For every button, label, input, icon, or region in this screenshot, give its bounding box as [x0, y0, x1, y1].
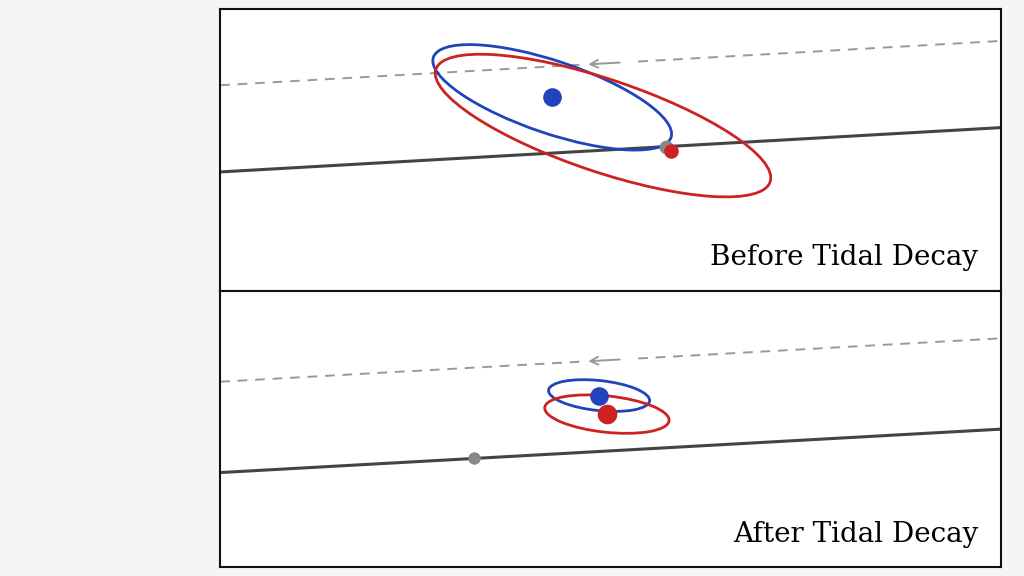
- Point: [544, 93, 560, 102]
- Text: Before Tidal Decay: Before Tidal Decay: [710, 244, 978, 271]
- Point: [591, 391, 607, 400]
- Point: [657, 142, 674, 151]
- Point: [664, 146, 680, 155]
- Text: After Tidal Decay: After Tidal Decay: [733, 521, 978, 548]
- Point: [599, 410, 615, 419]
- Point: [466, 453, 482, 463]
